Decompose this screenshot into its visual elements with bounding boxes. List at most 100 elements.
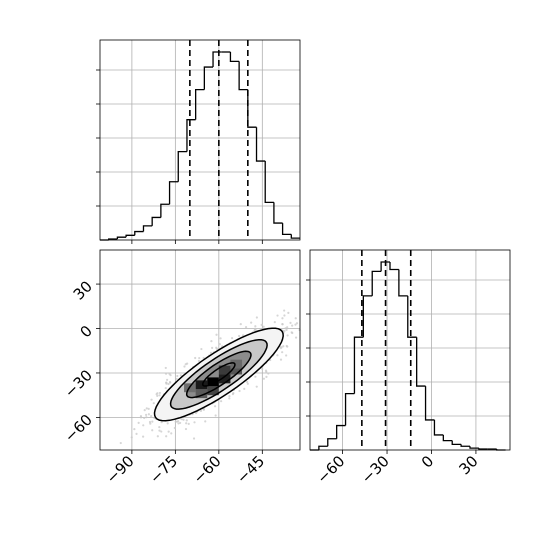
scatter-point bbox=[183, 365, 186, 368]
x-tick-label: 30 bbox=[456, 452, 482, 478]
scatter-point bbox=[281, 323, 284, 326]
scatter-point bbox=[285, 328, 288, 332]
scatter-point bbox=[165, 435, 168, 438]
scatter-point bbox=[209, 351, 213, 354]
histogram-bin bbox=[407, 295, 417, 338]
histogram-bin bbox=[424, 386, 435, 421]
scatter-point bbox=[284, 327, 287, 330]
histogram-bin bbox=[116, 236, 127, 240]
scatter-point bbox=[246, 382, 249, 385]
scatter-point bbox=[244, 326, 248, 329]
scatter-point bbox=[215, 347, 219, 350]
scatter-point bbox=[164, 386, 167, 390]
scatter-point bbox=[210, 339, 213, 343]
scatter-point bbox=[273, 321, 276, 324]
scatter-point bbox=[286, 326, 289, 329]
scatter-point bbox=[214, 414, 217, 417]
scatter-point bbox=[218, 342, 221, 346]
scatter-point bbox=[147, 407, 150, 410]
y-tick-label: −30 bbox=[61, 366, 96, 401]
scatter-point bbox=[231, 393, 234, 396]
scatter-point bbox=[166, 378, 169, 381]
density-cell bbox=[218, 365, 231, 375]
x-tick-label: −60 bbox=[190, 452, 225, 487]
scatter-point bbox=[166, 422, 169, 425]
histogram-bin bbox=[134, 230, 144, 236]
scatter-point bbox=[230, 336, 234, 340]
x-tick-label: −60 bbox=[313, 452, 348, 487]
histogram-bin bbox=[203, 66, 214, 90]
scatter-point bbox=[160, 430, 163, 433]
scatter-point bbox=[276, 354, 279, 357]
histogram-bin bbox=[264, 161, 274, 204]
y-tick-label: −60 bbox=[61, 411, 96, 446]
scatter-point bbox=[135, 432, 138, 435]
scatter-point bbox=[250, 321, 253, 324]
scatter-point bbox=[294, 336, 298, 339]
scatter-point bbox=[155, 393, 158, 396]
scatter-point bbox=[176, 374, 179, 378]
contour-line bbox=[202, 362, 236, 387]
axes-frame bbox=[99, 39, 301, 241]
histogram-bin bbox=[281, 223, 292, 236]
scatter-point bbox=[294, 323, 297, 326]
scatter-point bbox=[238, 389, 241, 393]
scatter-point bbox=[199, 409, 203, 412]
scatter-point bbox=[145, 416, 148, 419]
scatter-point bbox=[219, 337, 222, 340]
scatter-point bbox=[156, 394, 159, 397]
scatter-point bbox=[254, 325, 257, 328]
scatter-point bbox=[265, 375, 268, 378]
scatter-point bbox=[280, 346, 283, 349]
scatter-point bbox=[294, 317, 297, 320]
scatter-point bbox=[158, 429, 161, 432]
density-cell bbox=[218, 374, 231, 384]
histogram-bin bbox=[238, 61, 248, 91]
axes-frame bbox=[99, 249, 301, 451]
histogram-bin bbox=[469, 446, 479, 449]
scatter-point bbox=[173, 426, 176, 430]
scatter-point bbox=[254, 375, 257, 378]
x-tick-label: −75 bbox=[146, 452, 181, 487]
scatter-point bbox=[167, 430, 170, 433]
scatter-point bbox=[160, 421, 163, 424]
scatter-point bbox=[287, 311, 290, 314]
contour-line bbox=[169, 339, 268, 410]
scatter-point bbox=[137, 421, 140, 424]
scatter-point bbox=[283, 329, 286, 333]
scatter-point bbox=[261, 367, 264, 370]
contour-line bbox=[153, 327, 284, 422]
histogram-bin bbox=[160, 203, 170, 218]
scatter-point bbox=[282, 345, 285, 348]
scatter-point bbox=[164, 366, 167, 370]
scatter-point bbox=[179, 374, 182, 377]
scatter-point bbox=[193, 421, 196, 424]
scatter-point bbox=[119, 441, 122, 445]
scatter-point bbox=[204, 420, 207, 423]
scatter-point bbox=[142, 424, 145, 427]
scatter-point bbox=[158, 391, 162, 395]
scatter-point bbox=[187, 422, 190, 425]
scatter-point bbox=[133, 428, 136, 431]
histogram-bin bbox=[151, 216, 161, 226]
histogram-bin bbox=[229, 52, 240, 63]
histogram-bin bbox=[273, 202, 283, 224]
scatter-point bbox=[264, 369, 268, 372]
histogram-bin bbox=[327, 438, 337, 447]
scatter-point bbox=[179, 421, 182, 425]
histogram-bin bbox=[380, 261, 390, 272]
histogram-bin bbox=[433, 419, 444, 436]
histogram-bin bbox=[460, 444, 470, 447]
scatter-point bbox=[267, 372, 270, 375]
x-tick-label: 0 bbox=[418, 452, 437, 471]
scatter-point bbox=[286, 345, 289, 348]
histogram-bin bbox=[442, 434, 453, 442]
histogram-bin bbox=[371, 270, 382, 296]
scatter-point bbox=[243, 387, 246, 390]
histogram-bin bbox=[389, 262, 399, 271]
scatter-point bbox=[151, 420, 154, 423]
scatter-point bbox=[182, 418, 185, 421]
histogram-panel-bottom-right: −60 −30 0 30 bbox=[306, 249, 511, 487]
scatter-point bbox=[291, 324, 294, 327]
